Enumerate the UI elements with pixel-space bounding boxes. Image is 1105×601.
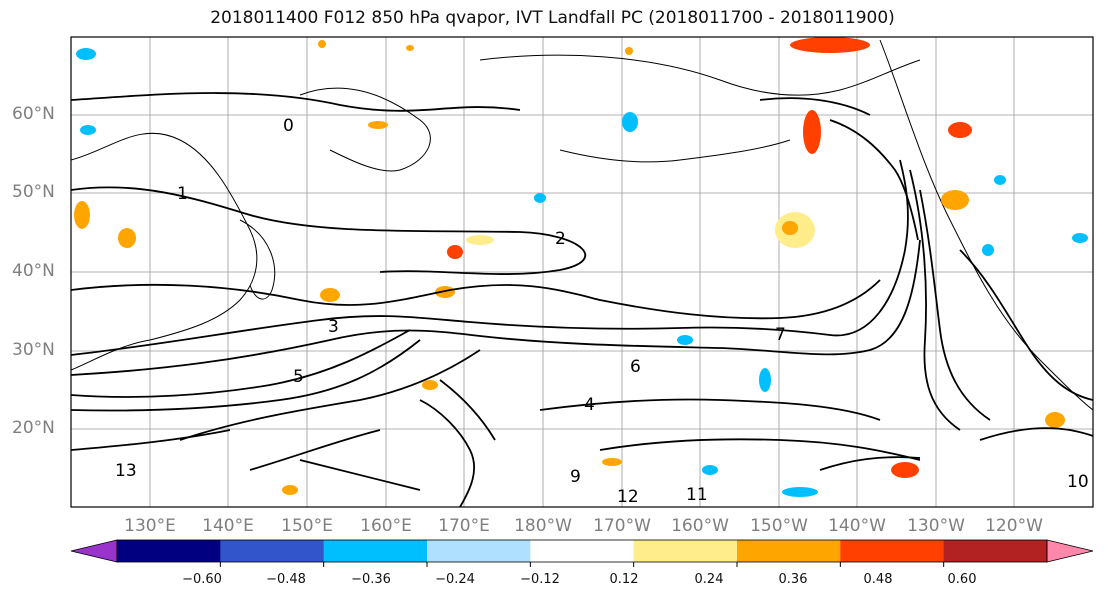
- contour-label: 10: [1067, 472, 1089, 492]
- lat-label: 30°N: [12, 340, 55, 360]
- colorbar-extend-high: [1046, 539, 1094, 563]
- lon-label: 130°E: [124, 516, 176, 536]
- colorbar-segment: [633, 540, 738, 562]
- contour-label: 9: [570, 467, 581, 487]
- colorbar-tick-label: 0.60: [947, 572, 977, 587]
- lon-label: 170°W: [593, 516, 651, 536]
- colorbar-segment: [323, 540, 428, 562]
- colorbar-segment: [840, 540, 945, 562]
- colorbar-outline: [116, 539, 1048, 563]
- map-title: 2018011400 F012 850 hPa qvapor, IVT Land…: [210, 8, 895, 28]
- colorbar-tick-label: 0.12: [609, 572, 639, 587]
- lon-label: 140°W: [828, 516, 886, 536]
- colorbar-segment: [530, 540, 635, 562]
- lon-label: 180°W: [514, 516, 572, 536]
- colorbar-tick-label: −0.60: [182, 572, 222, 587]
- contour-label: 0: [283, 116, 294, 136]
- lon-label: 150°W: [750, 516, 808, 536]
- contour-label: 12: [617, 487, 639, 507]
- colorbar-segment: [737, 540, 841, 562]
- contour-label: 1: [177, 184, 188, 204]
- contour-label: 2: [555, 229, 566, 249]
- lon-label: 160°E: [360, 516, 412, 536]
- lon-label: 150°E: [281, 516, 333, 536]
- colorbar-extend-low: [70, 539, 118, 563]
- lat-label: 60°N: [12, 104, 55, 124]
- colorbar-segment: [427, 540, 531, 562]
- contour-label: 11: [686, 485, 708, 505]
- colorbar-segment: [943, 540, 1048, 562]
- contour-label: 4: [584, 395, 595, 415]
- lat-label: 50°N: [12, 182, 55, 202]
- lat-label: 40°N: [12, 261, 55, 281]
- lon-label: 140°E: [202, 516, 254, 536]
- ivt-contours: [71, 92, 1093, 507]
- lon-label: 160°W: [671, 516, 729, 536]
- qvapor-shading: [74, 37, 1088, 497]
- colorbar-tick-label: −0.36: [351, 572, 391, 587]
- lon-label: 130°W: [907, 516, 965, 536]
- lon-label: 120°W: [985, 516, 1043, 536]
- lon-label: 170°E: [438, 516, 490, 536]
- colorbar-tick-label: −0.48: [266, 572, 306, 587]
- colorbar-tick-label: 0.48: [863, 572, 893, 587]
- colorbar-tick-label: −0.12: [520, 572, 560, 587]
- contour-label: 13: [115, 461, 137, 481]
- colorbar-tick-label: 0.36: [778, 572, 808, 587]
- contour-label: 5: [293, 367, 304, 387]
- colorbar-segment: [117, 540, 221, 562]
- colorbar-segment: [220, 540, 325, 562]
- contour-label: 3: [328, 317, 339, 337]
- colorbar-tick-label: −0.24: [435, 572, 475, 587]
- contour-labels: 0 1 2 3 4 5 6 7 9 10 11 12 13: [115, 116, 1089, 507]
- colorbar-tick-label: 0.24: [694, 572, 724, 587]
- contour-label: 6: [630, 357, 641, 377]
- contour-label: 7: [775, 325, 786, 345]
- lat-label: 20°N: [12, 418, 55, 438]
